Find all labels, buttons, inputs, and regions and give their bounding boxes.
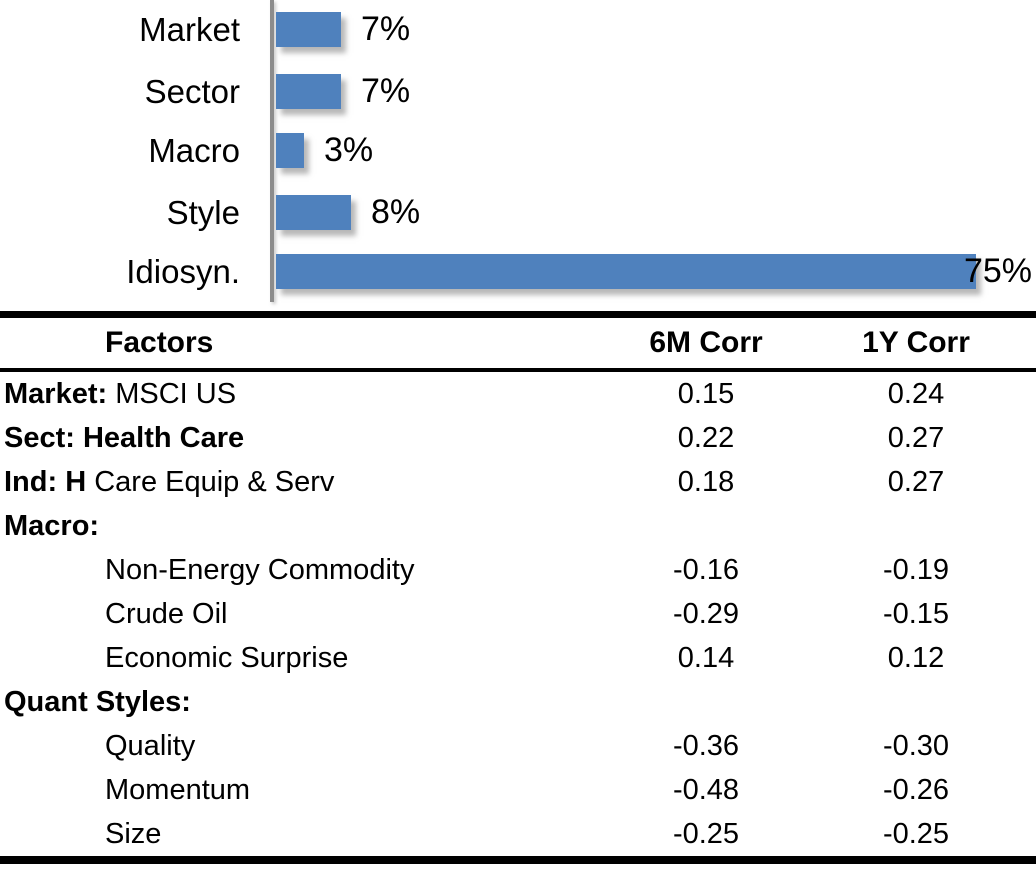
factor-label-regular-segment: Crude Oil: [105, 597, 228, 630]
table-row: Economic Surprise 0.14 0.12: [0, 636, 1036, 680]
bar-value-label: 7%: [361, 10, 411, 48]
corr-6m-value: -0.36: [672, 729, 740, 762]
factor-label-regular-segment: Care Equip & Serv: [86, 465, 335, 498]
factor-label-regular-segment: Size: [105, 817, 162, 850]
corr-6m-value: 0.15: [677, 377, 735, 410]
corr-6m-value: -0.25: [672, 817, 740, 850]
bar: [276, 133, 304, 168]
corr-6m-value: -0.48: [672, 773, 740, 806]
factor-label-bold-segment: Market:: [4, 377, 108, 410]
factor-label: Market: MSCI US: [0, 378, 616, 411]
factor-label: Ind: H Care Equip & Serv: [0, 466, 616, 499]
table-row: Ind: H Care Equip & Serv 0.18 0.27: [0, 460, 1036, 504]
table-row: Market: MSCI US 0.15 0.24: [0, 372, 1036, 416]
factor-label-bold-segment: Sect: Health Care: [4, 421, 245, 454]
table-row: Quant Styles:: [0, 680, 1036, 724]
chart-row: Style 8%: [0, 195, 1036, 230]
factor-label: Non-Energy Commodity: [0, 554, 616, 587]
corr-6m-value: 0.14: [677, 641, 735, 674]
factor-label: Economic Surprise: [0, 642, 616, 675]
table-row: Non-Energy Commodity -0.16 -0.19: [0, 548, 1036, 592]
table-row: Macro:: [0, 504, 1036, 548]
category-label: Idiosyn.: [126, 253, 240, 290]
factor-label-regular-segment: Momentum: [105, 773, 251, 806]
chart-row: Sector 7%: [0, 74, 1036, 109]
table-row: Size -0.25 -0.25: [0, 812, 1036, 856]
category-label: Style: [166, 194, 240, 231]
corr-6m-value: 0.18: [677, 465, 735, 498]
factor-label: Momentum: [0, 774, 616, 807]
risk-decomposition-bar-chart: Market 7% Sector 7% Macro 3% Style 8% Idiosyn. 75…: [0, 0, 1036, 311]
factor-label-regular-segment: MSCI US: [107, 377, 237, 410]
factor-label: Size: [0, 818, 616, 851]
chart-row: Macro 3%: [0, 133, 1036, 168]
table-body: Market: MSCI US 0.15 0.24 Sect: Health Care…: [0, 372, 1036, 856]
factor-label: Macro:: [0, 510, 616, 543]
factor-label: Crude Oil: [0, 598, 616, 631]
table-row: Quality -0.36 -0.30: [0, 724, 1036, 768]
chart-vertical-axis: [270, 0, 274, 302]
factor-label: Quality: [0, 730, 616, 763]
factor-label-regular-segment: Quality: [105, 729, 196, 762]
corr-1y-value: -0.25: [882, 817, 950, 850]
factor-label: Quant Styles:: [0, 686, 616, 719]
factor-label: Sect: Health Care: [0, 422, 616, 455]
corr-6m-value: -0.29: [672, 597, 740, 630]
category-label: Market: [139, 11, 240, 48]
factor-label-regular-segment: Economic Surprise: [105, 641, 349, 674]
factor-label-bold-segment: Quant Styles:: [4, 685, 191, 718]
factor-label-bold-segment: Ind: H: [4, 465, 87, 498]
table-header-row: Factors 6M Corr 1Y Corr: [0, 318, 1036, 372]
bar-value-label: 7%: [361, 72, 411, 110]
column-header-1y-corr: 1Y Corr: [862, 326, 970, 359]
table-row: Momentum -0.48 -0.26: [0, 768, 1036, 812]
chart-row: Market 7%: [0, 12, 1036, 47]
chart-row: Idiosyn. 75%: [0, 254, 1036, 289]
column-header-6m-corr: 6M Corr: [649, 326, 763, 359]
corr-1y-value: 0.24: [887, 377, 945, 410]
corr-1y-value: 0.12: [887, 641, 945, 674]
column-header-factors: Factors: [105, 326, 214, 359]
bar: [276, 254, 976, 289]
corr-1y-value: -0.15: [882, 597, 950, 630]
corr-1y-value: -0.26: [882, 773, 950, 806]
bar: [276, 74, 341, 109]
corr-1y-value: -0.19: [882, 553, 950, 586]
corr-1y-value: -0.30: [882, 729, 950, 762]
category-label: Sector: [144, 73, 240, 110]
category-label: Macro: [148, 132, 240, 169]
corr-6m-value: 0.22: [677, 421, 735, 454]
bar-value-label: 75%: [963, 252, 1032, 290]
corr-1y-value: 0.27: [887, 421, 945, 454]
factor-label-regular-segment: Non-Energy Commodity: [105, 553, 415, 586]
factor-correlation-table: Factors 6M Corr 1Y Corr Market: MSCI US 0…: [0, 311, 1036, 864]
bar: [276, 195, 351, 230]
bar: [276, 12, 341, 47]
corr-1y-value: 0.27: [887, 465, 945, 498]
bar-value-label: 3%: [324, 131, 374, 169]
table-row: Sect: Health Care 0.22 0.27: [0, 416, 1036, 460]
table-row: Crude Oil -0.29 -0.15: [0, 592, 1036, 636]
bar-value-label: 8%: [371, 193, 421, 231]
factor-label-bold-segment: Macro:: [4, 509, 100, 542]
corr-6m-value: -0.16: [672, 553, 740, 586]
